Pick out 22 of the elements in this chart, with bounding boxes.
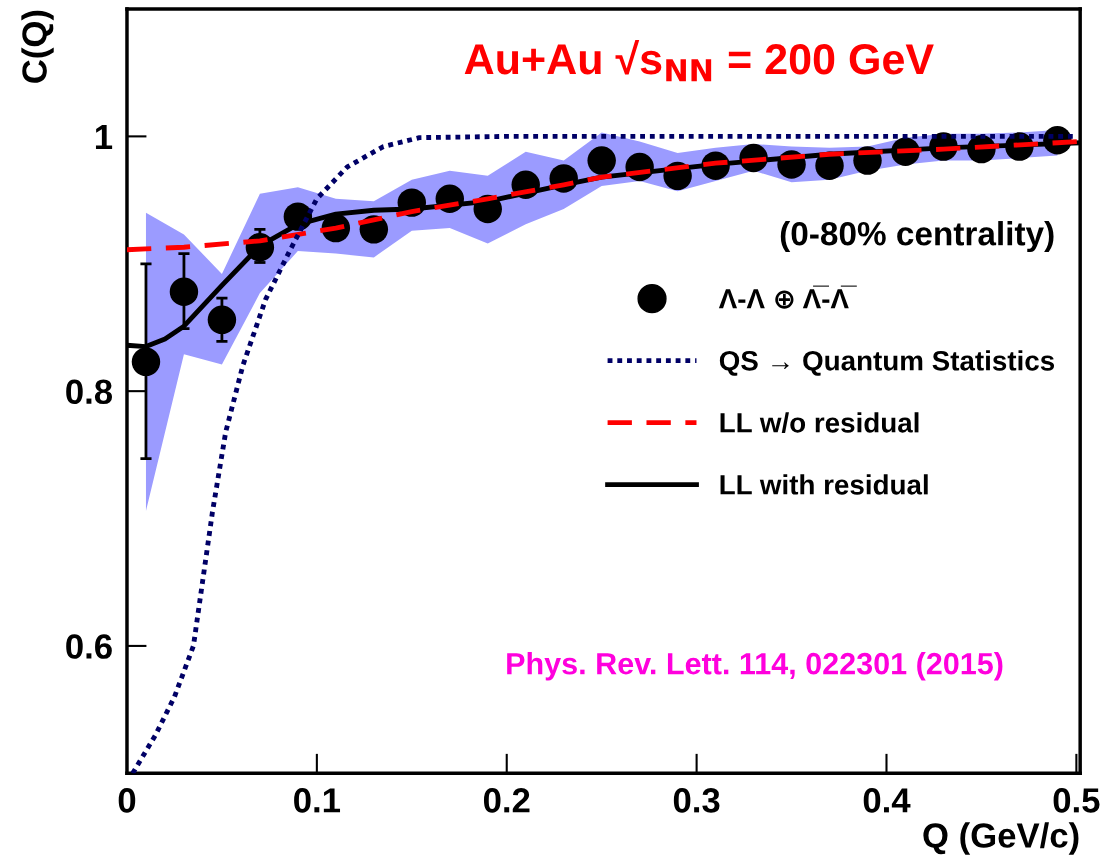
y-tick-label: 0.6: [66, 634, 112, 659]
x-tick-label: 0.2: [483, 788, 530, 813]
y-axis-title: C(Q): [21, 10, 54, 83]
x-tick-label: 0.4: [863, 788, 911, 813]
annotation: Phys. Rev. Lett. 114, 022301 (2015): [507, 652, 1003, 681]
legend-label: QS → Quantum Statistics: [719, 350, 1055, 376]
legend-title: (0-80% centrality): [780, 221, 1054, 253]
y-tick-label: 0.8: [66, 379, 113, 405]
point: [131, 347, 161, 377]
y-tick-label: 1: [95, 125, 113, 149]
point: [169, 277, 199, 307]
x-axis-title: Q (GeV/c): [923, 822, 1079, 855]
legend-label: LL w/o residual: [720, 412, 919, 433]
x-tick-label: 0.1: [294, 788, 341, 813]
x-tick-label: 0.3: [673, 788, 720, 813]
point: [587, 146, 616, 175]
legend-label: LL with residual: [720, 474, 928, 495]
x-tick-label: 0.5: [1053, 788, 1100, 813]
legend-label: Λ-Λ ⊕ Λ̅-Λ̅: [718, 285, 857, 309]
x-tick-label: 0: [118, 788, 136, 813]
point: [207, 305, 237, 335]
text: Au+Au √s$_{NN}$ = 200 GeV: [464, 40, 934, 82]
